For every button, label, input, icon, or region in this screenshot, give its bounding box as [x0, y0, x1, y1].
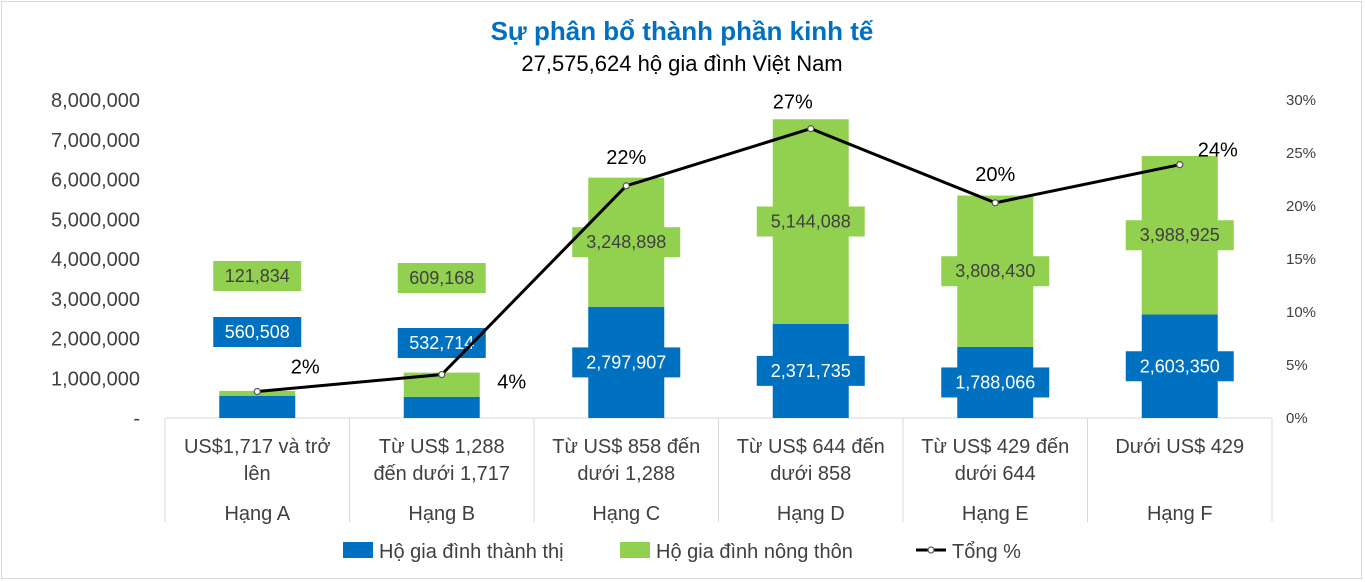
category-label: dưới 644	[955, 463, 1036, 485]
legend-marker-total	[927, 546, 935, 554]
data-label-urban-box	[941, 367, 1050, 398]
data-label-rural-box	[1125, 220, 1234, 251]
category-label: Dưới US$ 429	[1115, 436, 1244, 458]
total-line	[257, 127, 1181, 393]
y-left-tick-label: 5,000,000	[51, 209, 140, 231]
chart-title: Sự phân bổ thành phần kinh tế	[491, 16, 874, 46]
data-label-rural-box	[941, 256, 1050, 287]
category-label: Từ US$ 858 đến	[552, 436, 700, 458]
data-label-rural: 3,988,925	[1140, 225, 1220, 245]
y-left-tick-label: 2,000,000	[51, 329, 140, 351]
legend-label-urban: Hộ gia đình thành thị	[379, 541, 564, 563]
data-label-rural: 3,248,898	[586, 232, 666, 252]
y-right-tick-label: 5%	[1286, 357, 1308, 374]
legend-swatch-urban	[343, 542, 373, 558]
category-label: lên	[244, 463, 271, 485]
data-label-urban: 1,788,066	[955, 372, 1035, 392]
total-pct-label: 20%	[975, 164, 1015, 186]
group-label: Hạng D	[777, 503, 845, 525]
group-label: Hạng C	[592, 503, 660, 525]
data-label-urban: 2,371,735	[771, 361, 851, 381]
data-label-rural: 5,144,088	[771, 211, 851, 231]
data-label-rural: 121,834	[225, 266, 290, 286]
data-label-rural: 3,808,430	[955, 261, 1035, 281]
data-label-urban-box	[213, 317, 302, 347]
total-point	[622, 182, 630, 190]
total-pct-label: 27%	[773, 92, 813, 114]
total-pct-label: 4%	[497, 372, 526, 394]
legend-label-total: Tổng %	[952, 541, 1021, 563]
total-point	[1176, 161, 1184, 169]
data-label-rural-box	[756, 206, 865, 237]
data-label-rural: 609,168	[409, 268, 474, 288]
category-label: US$1,717 và trở	[184, 436, 331, 458]
data-label-urban: 560,508	[225, 322, 290, 342]
total-point	[438, 370, 446, 379]
y-left-tick-label: 3,000,000	[51, 289, 140, 311]
category-label: dưới 1,288	[577, 463, 675, 485]
total-pct-label: 22%	[606, 147, 646, 169]
data-label-urban: 532,714	[409, 333, 474, 353]
category-label: đến dưới 1,717	[373, 463, 510, 485]
y-left-tick-label: 4,000,000	[51, 249, 140, 271]
total-pct-label: 24%	[1198, 140, 1238, 162]
y-left-tick-label: 1,000,000	[51, 368, 140, 390]
y-right-tick-label: 0%	[1286, 410, 1308, 427]
y-right-tick-label: 25%	[1286, 145, 1316, 162]
data-label-urban-box	[756, 355, 865, 386]
data-label-urban: 2,603,350	[1140, 356, 1220, 376]
y-left-tick-label: 7,000,000	[51, 130, 140, 152]
chart-subtitle: 27,575,624 hộ gia đình Việt Nam	[521, 51, 842, 76]
y-left-tick-label: -	[133, 408, 140, 430]
bar-urban	[403, 396, 480, 418]
y-right-tick-label: 30%	[1286, 92, 1316, 109]
category-label: dưới 858	[770, 463, 851, 485]
legend-label-rural: Hộ gia đình nông thôn	[656, 541, 853, 563]
y-right-tick-label: 15%	[1286, 251, 1316, 268]
y-left-tick-label: 8,000,000	[51, 90, 140, 112]
y-right-tick-label: 20%	[1286, 198, 1316, 215]
y-right-tick-label: 10%	[1286, 304, 1316, 321]
group-label: Hạng F	[1147, 503, 1213, 525]
data-label-rural-box	[572, 227, 681, 258]
category-label: Từ US$ 1,288	[379, 436, 505, 458]
data-label-urban-box	[572, 347, 681, 378]
bar-urban	[219, 395, 296, 418]
data-label-rural-box	[397, 263, 486, 293]
total-point	[991, 199, 999, 207]
legend-swatch-rural	[620, 542, 650, 558]
total-pct-label: 2%	[291, 357, 320, 379]
total-point	[807, 125, 815, 133]
data-label-urban: 2,797,907	[586, 352, 666, 372]
total-point	[253, 387, 261, 396]
category-label: Từ US$ 429 đến	[921, 436, 1069, 458]
data-label-rural-box	[213, 261, 302, 291]
data-label-urban-box	[1125, 351, 1234, 382]
group-label: Hạng A	[224, 503, 290, 525]
group-label: Hạng B	[408, 503, 475, 525]
category-label: Từ US$ 644 đến	[737, 436, 885, 458]
y-left-tick-label: 6,000,000	[51, 170, 140, 192]
group-label: Hạng E	[962, 503, 1029, 525]
